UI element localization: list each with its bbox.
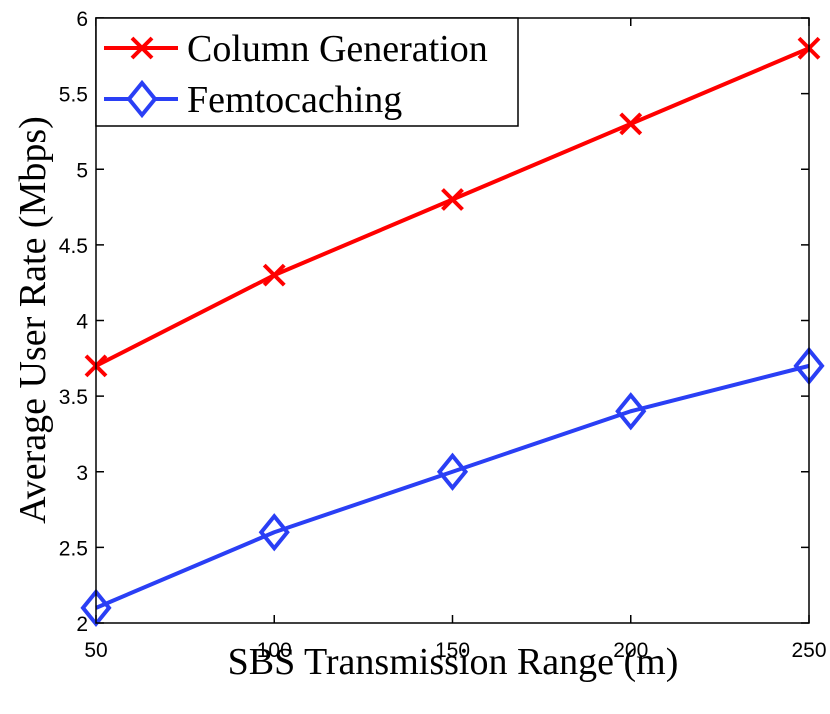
x-tick-label: 50 [84,639,107,662]
data-point-x-marker [619,112,643,136]
y-tick-label: 3.5 [59,386,88,409]
x-tick-label: 200 [613,639,648,662]
legend: Column Generation Femtocaching [95,17,519,127]
y-tick-label: 3 [76,462,88,485]
legend-label-column-generation: Column Generation [187,28,488,70]
data-point-diamond-marker [436,452,469,491]
data-point-x-marker [262,263,286,287]
x-axis-title: SBS Transmission Range (m) [228,641,679,683]
y-tick-label: 2 [76,613,88,636]
x-tick-label: 250 [791,639,826,662]
data-point-diamond-marker [615,392,647,431]
y-tick-label: 5.5 [59,84,88,107]
y-tick-label: 6 [76,8,88,31]
legend-marker-diamond-icon [126,79,158,119]
data-point-diamond-marker [258,513,290,552]
y-tick-label: 2.5 [59,537,88,560]
legend-label-femtocaching: Femtocaching [187,79,402,121]
legend-box [95,17,519,127]
x-tick-label: 150 [435,639,470,662]
y-tick-label: 4 [76,311,88,334]
x-tick-label: 100 [257,639,292,662]
y-axis-title: Average User Rate (Mbps) [12,116,54,524]
y-tick-label: 5 [76,159,88,182]
data-point-diamond-marker [80,588,112,628]
y-tick-label: 4.5 [59,235,88,258]
data-point-x-marker [441,188,464,211]
series-line [95,363,810,610]
series-femtocaching [80,346,825,628]
legend-marker-x-icon [130,36,154,60]
